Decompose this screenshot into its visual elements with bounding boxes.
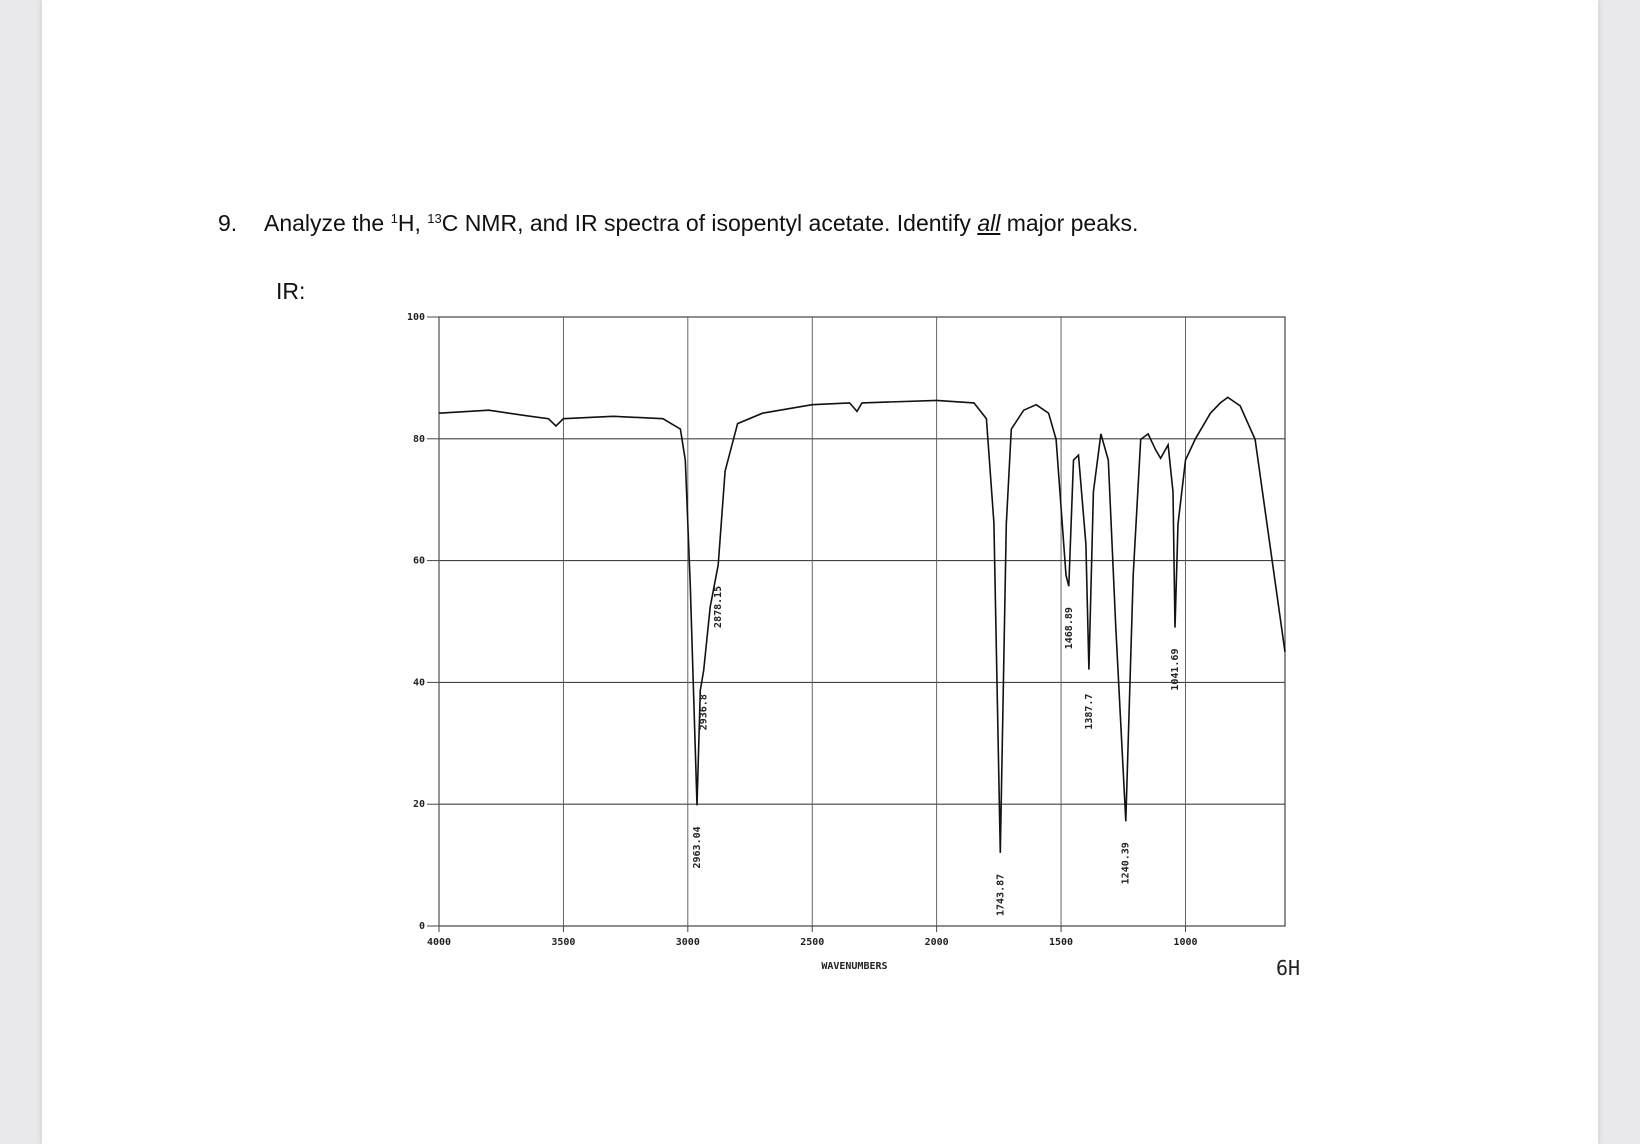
question: 9. Analyze the 1H, 13C NMR, and IR spectr…: [218, 210, 1138, 237]
x-tick-label: 1000: [1173, 937, 1197, 948]
section-label: IR:: [276, 278, 306, 304]
margin-note: 6H: [1276, 956, 1301, 980]
question-text: major peaks.: [1000, 210, 1139, 236]
y-tick-label: 20: [413, 799, 425, 810]
peak-label: 1468.89: [1064, 607, 1075, 649]
question-text: C NMR, and IR spectra of isopentyl aceta…: [441, 210, 978, 236]
peak-label: 2936.8: [699, 694, 710, 730]
x-tick-label: 3000: [676, 937, 700, 948]
x-tick-label: 2000: [925, 937, 949, 948]
x-tick-label: 1500: [1049, 937, 1073, 948]
plot-frame: [438, 316, 1286, 927]
peak-label: 1240.39: [1121, 842, 1132, 884]
y-tick-label: 80: [413, 434, 425, 445]
emphasis: all: [977, 210, 1001, 236]
superscript: 13: [427, 211, 442, 226]
x-tick-label: 3500: [551, 937, 575, 948]
x-tick-label: 4000: [427, 937, 451, 948]
question-number: 9.: [218, 210, 238, 236]
peak-label: 2878.15: [713, 586, 724, 628]
x-axis-label: WAVENUMBERS: [821, 961, 887, 972]
question-text: H,: [397, 210, 428, 236]
superscript: 1: [390, 211, 398, 226]
worksheet: 9. Analyze the 1H, 13C NMR, and IR spectr…: [42, 0, 1598, 1144]
y-tick-label: 40: [413, 677, 425, 688]
question-text: Analyze the: [264, 210, 391, 236]
peak-label: 2963.04: [692, 826, 703, 868]
y-tick-label: 100: [407, 312, 425, 323]
peak-label: 1041.69: [1170, 649, 1181, 691]
peak-label: 1743.87: [995, 874, 1006, 916]
spectrum-line: [438, 396, 1286, 853]
y-tick-label: 0: [419, 921, 425, 932]
peak-label: 1387.7: [1084, 694, 1095, 730]
y-tick-label: 60: [413, 556, 425, 567]
x-tick-label: 2500: [800, 937, 824, 948]
